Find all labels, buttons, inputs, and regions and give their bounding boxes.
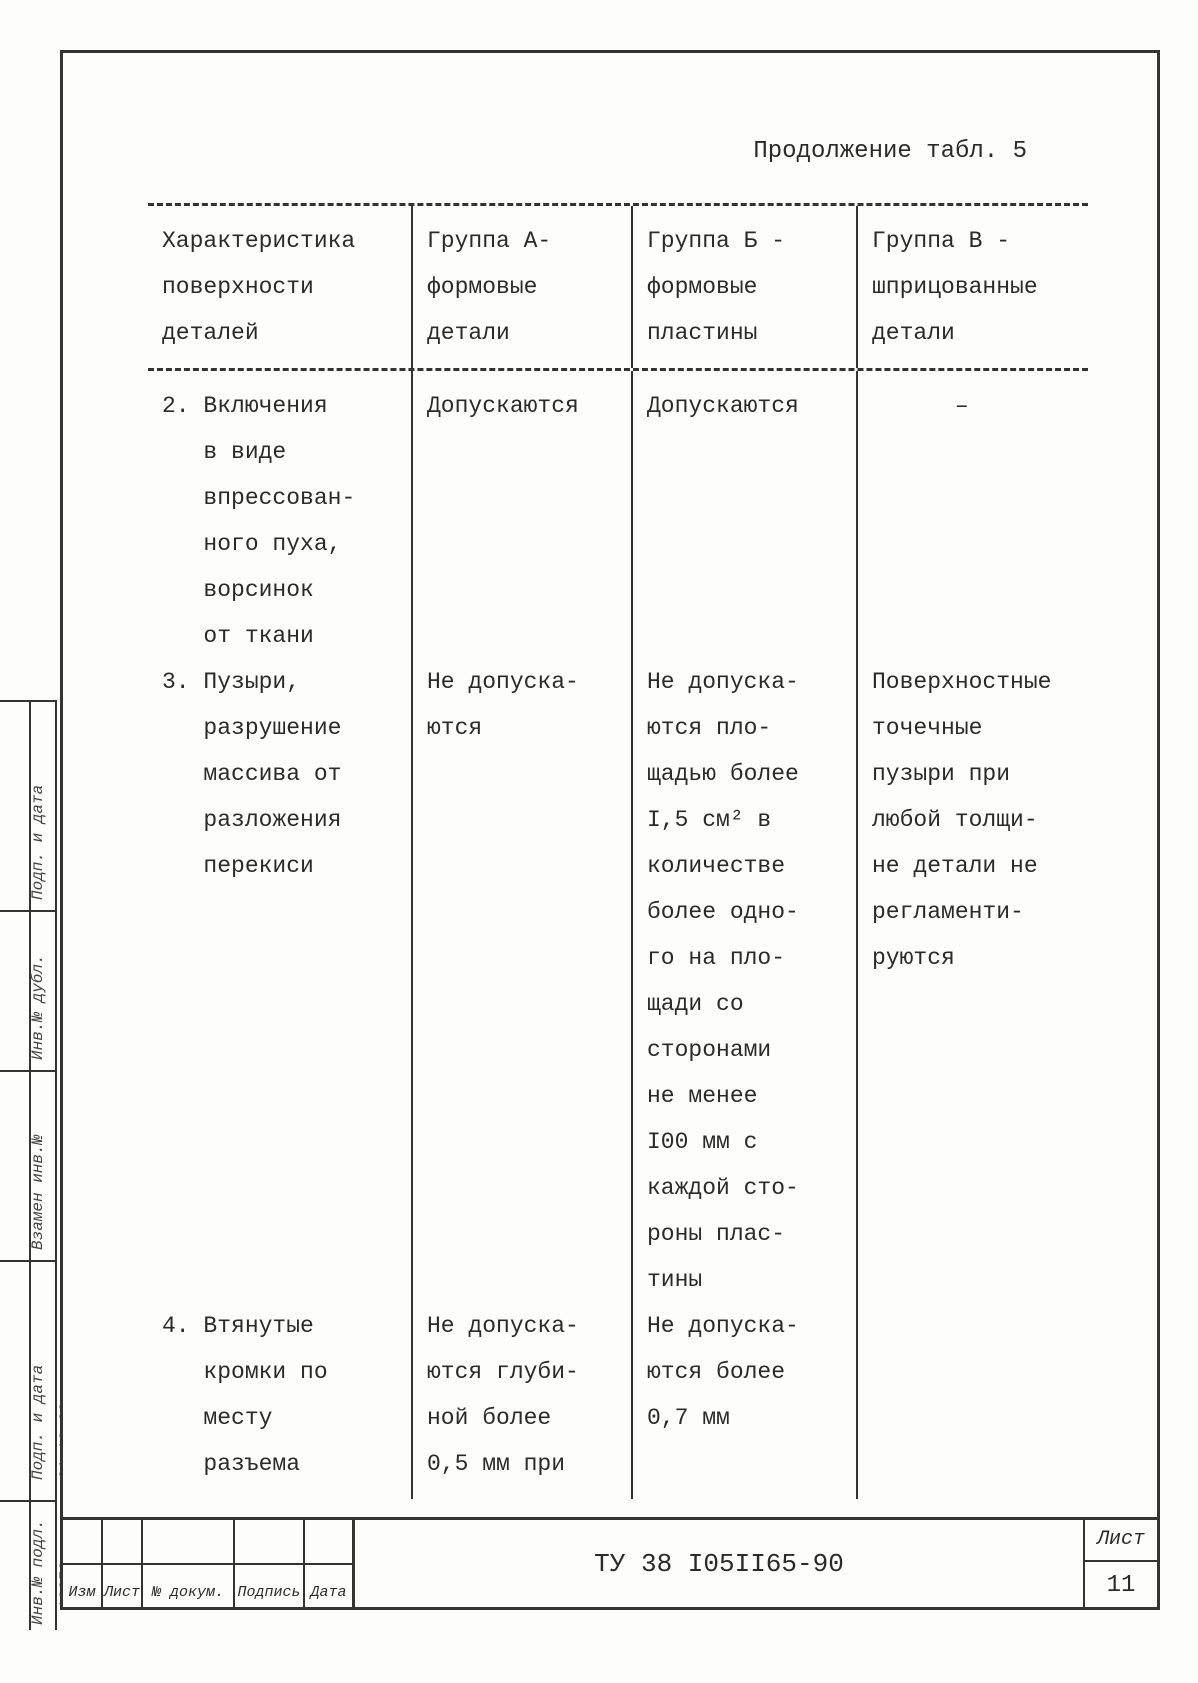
side-hline [0, 1500, 57, 1502]
sheet-number: 11 [1085, 1562, 1157, 1610]
side-label-podp-data-1: Подп. и дата [22, 785, 54, 900]
rev-label-podpis: Подпись [235, 1565, 305, 1610]
header-group-v: Группа В - шприцованные детали [858, 206, 1088, 368]
rev-label-ndokum: № докум. [143, 1565, 235, 1610]
side-hline [0, 1070, 57, 1072]
side-hline [0, 1260, 57, 1262]
side-margin-block: Подп. и дата Инв.№ дубл. Взамен инв.№ По… [0, 700, 58, 1630]
title-block-revision-grid: Изм Лист № докум. Подпись Дата [63, 1520, 355, 1607]
side-label-inv-dubl: Инв.№ дубл. [22, 954, 54, 1060]
side-label-vzamen: Взамен инв.№ [22, 1135, 54, 1250]
header-group-b: Группа Б - формовые пластины [633, 206, 858, 368]
side-hline [0, 910, 57, 912]
rev-cell [235, 1520, 305, 1563]
table-body-row: 2. Включения в виде впрессован- ного пух… [148, 371, 1088, 1499]
sheet-label: Лист [1085, 1520, 1157, 1562]
side-hline [0, 700, 57, 702]
document-number: ТУ 38 I05II65-90 [355, 1520, 1085, 1607]
rev-cell [143, 1520, 235, 1563]
side-outer-divider [55, 700, 57, 1630]
table-header-row: Характеристика поверхности деталей Групп… [148, 203, 1088, 371]
body-group-b: Допускаются Не допуска- ются пло- щадью … [633, 371, 858, 1499]
rev-label-data: Дата [305, 1565, 355, 1610]
rev-label-izm: Изм [63, 1565, 103, 1610]
sheet-number-block: Лист 11 [1085, 1520, 1157, 1607]
specification-table: Характеристика поверхности деталей Групп… [148, 203, 1088, 1499]
page-frame: Продолжение табл. 5 Характеристика повер… [60, 50, 1160, 1610]
table-caption: Продолжение табл. 5 [753, 128, 1027, 176]
header-characteristic: Характеристика поверхности деталей [148, 206, 413, 368]
rev-cell [103, 1520, 143, 1563]
rev-cell [63, 1520, 103, 1563]
header-group-a: Группа А- формовые детали [413, 206, 633, 368]
body-group-v: – Поверхностные точечные пузыри при любо… [858, 371, 1088, 1499]
rev-label-list: Лист [103, 1565, 143, 1610]
rev-cell [305, 1520, 355, 1563]
title-block: Изм Лист № докум. Подпись Дата ТУ 38 I05… [63, 1517, 1157, 1607]
body-group-a: Допускаются Не допуска- ются Не допуска-… [413, 371, 633, 1499]
body-characteristic: 2. Включения в виде впрессован- ного пух… [148, 371, 413, 1499]
